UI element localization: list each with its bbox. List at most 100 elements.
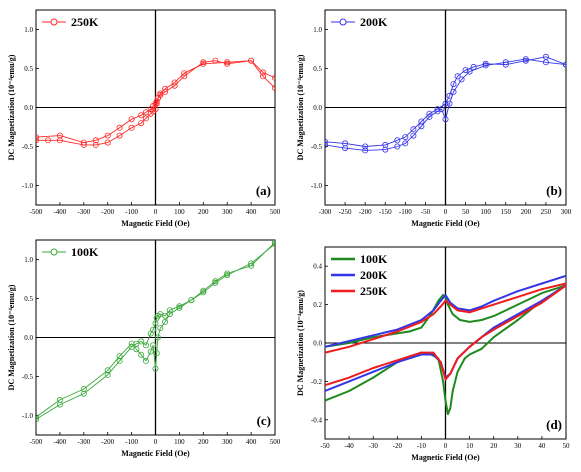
data-point — [128, 340, 135, 347]
data-point — [450, 88, 457, 95]
x-tick-label: -100 — [399, 208, 412, 216]
series-250K — [36, 57, 275, 148]
data-point — [492, 299, 495, 302]
x-tick-label: 500 — [270, 438, 281, 446]
x-tick-label: 30 — [514, 442, 522, 450]
data-point — [248, 262, 255, 269]
data-point — [128, 124, 135, 131]
data-point — [438, 106, 445, 113]
legend-label-100K: 100K — [360, 252, 388, 266]
panel-d: -50 -40 -30 -20 -10 0 10 20 30 40 50 -0.4 -0.2 0.0 0.2… — [296, 246, 570, 462]
x-tick-label: -400 — [53, 438, 66, 446]
y-tick-label: 0.0 — [313, 340, 322, 348]
x-axis-title: Magnetic Field (Oe) — [121, 219, 190, 228]
data-point — [272, 240, 275, 247]
data-point — [188, 297, 195, 304]
data-point — [116, 132, 123, 139]
data-point — [104, 132, 111, 139]
data-point — [138, 338, 145, 345]
data-point — [138, 112, 145, 119]
x-tick-label: -300 — [77, 438, 90, 446]
data-point — [540, 282, 544, 285]
series-line-200K-branch-1 — [325, 274, 566, 348]
data-point — [56, 401, 63, 408]
data-point — [420, 351, 423, 354]
x-tick-label: 200 — [198, 208, 209, 216]
panel-c: -500 -400 -300 -200 -100 0 100 200 300 400 500 -1.0… — [7, 239, 281, 458]
data-point — [325, 345, 327, 348]
data-point — [442, 293, 445, 297]
y-tick-label: -0.2 — [311, 378, 323, 386]
y-tick-label: 0.2 — [313, 301, 322, 309]
data-point — [150, 342, 157, 349]
x-tick-label: -10 — [417, 442, 427, 450]
data-point — [36, 414, 39, 421]
data-point — [157, 325, 164, 332]
data-point — [480, 347, 483, 350]
y-axis-title: DC Magnetization (10⁻⁴emu/g) — [7, 284, 16, 390]
data-point — [162, 318, 169, 325]
data-point — [248, 57, 255, 64]
y-tick-label: 0.0 — [24, 104, 33, 112]
panel-label: (a) — [256, 183, 271, 198]
data-point — [116, 124, 123, 131]
data-point — [56, 132, 63, 139]
x-tick-label: -200 — [101, 438, 114, 446]
data-point — [325, 399, 327, 402]
x-tick-label: -500 — [30, 208, 43, 216]
data-point — [449, 372, 452, 375]
data-point — [325, 389, 327, 393]
x-tick-label: -400 — [53, 208, 66, 216]
data-point — [522, 57, 529, 64]
data-point — [157, 90, 164, 97]
data-point — [480, 318, 483, 322]
legend-label-200K: 200K — [360, 15, 388, 29]
x-tick-label: -300 — [77, 208, 90, 216]
data-point — [372, 376, 375, 379]
series-line-250K-branch-2 — [36, 60, 275, 146]
data-point — [181, 70, 188, 77]
x-tick-label: 100 — [480, 208, 491, 216]
x-tick-label: 50 — [462, 208, 470, 216]
y-tick-label: 1.0 — [313, 26, 322, 34]
data-point — [154, 334, 161, 341]
data-point — [224, 59, 231, 66]
data-point — [272, 74, 275, 81]
data-point — [362, 143, 369, 150]
y-tick-label: -0.5 — [311, 143, 323, 151]
data-point — [152, 106, 159, 113]
data-point — [162, 85, 169, 92]
x-tick-label: -250 — [339, 208, 352, 216]
data-point — [542, 59, 549, 66]
data-point — [56, 137, 63, 144]
data-point — [451, 389, 454, 393]
data-point — [36, 134, 39, 141]
x-tick-label: 10 — [466, 442, 474, 450]
data-point — [540, 301, 544, 304]
data-point — [502, 59, 509, 66]
x-tick-label: 0 — [444, 208, 448, 216]
data-point — [142, 115, 149, 122]
data-point — [454, 73, 461, 80]
data-point — [463, 357, 466, 360]
y-tick-label: -0.5 — [22, 143, 34, 151]
data-point — [468, 309, 471, 312]
data-point — [420, 353, 423, 356]
data-point — [325, 384, 327, 387]
data-point — [402, 134, 409, 141]
data-point — [166, 311, 173, 318]
data-point — [382, 146, 389, 153]
data-point — [394, 137, 401, 144]
data-point — [45, 137, 52, 144]
y-tick-label: -1.0 — [311, 182, 323, 190]
data-point — [492, 328, 495, 331]
y-tick-label: 0.0 — [24, 334, 33, 342]
series-line-200K-branch-2 — [325, 58, 566, 151]
data-point — [439, 299, 442, 302]
data-point — [468, 345, 471, 348]
series-250K — [325, 282, 566, 387]
data-point — [200, 59, 207, 66]
data-point — [418, 123, 425, 130]
data-point — [325, 141, 328, 148]
y-tick-label: -1.0 — [22, 182, 34, 190]
